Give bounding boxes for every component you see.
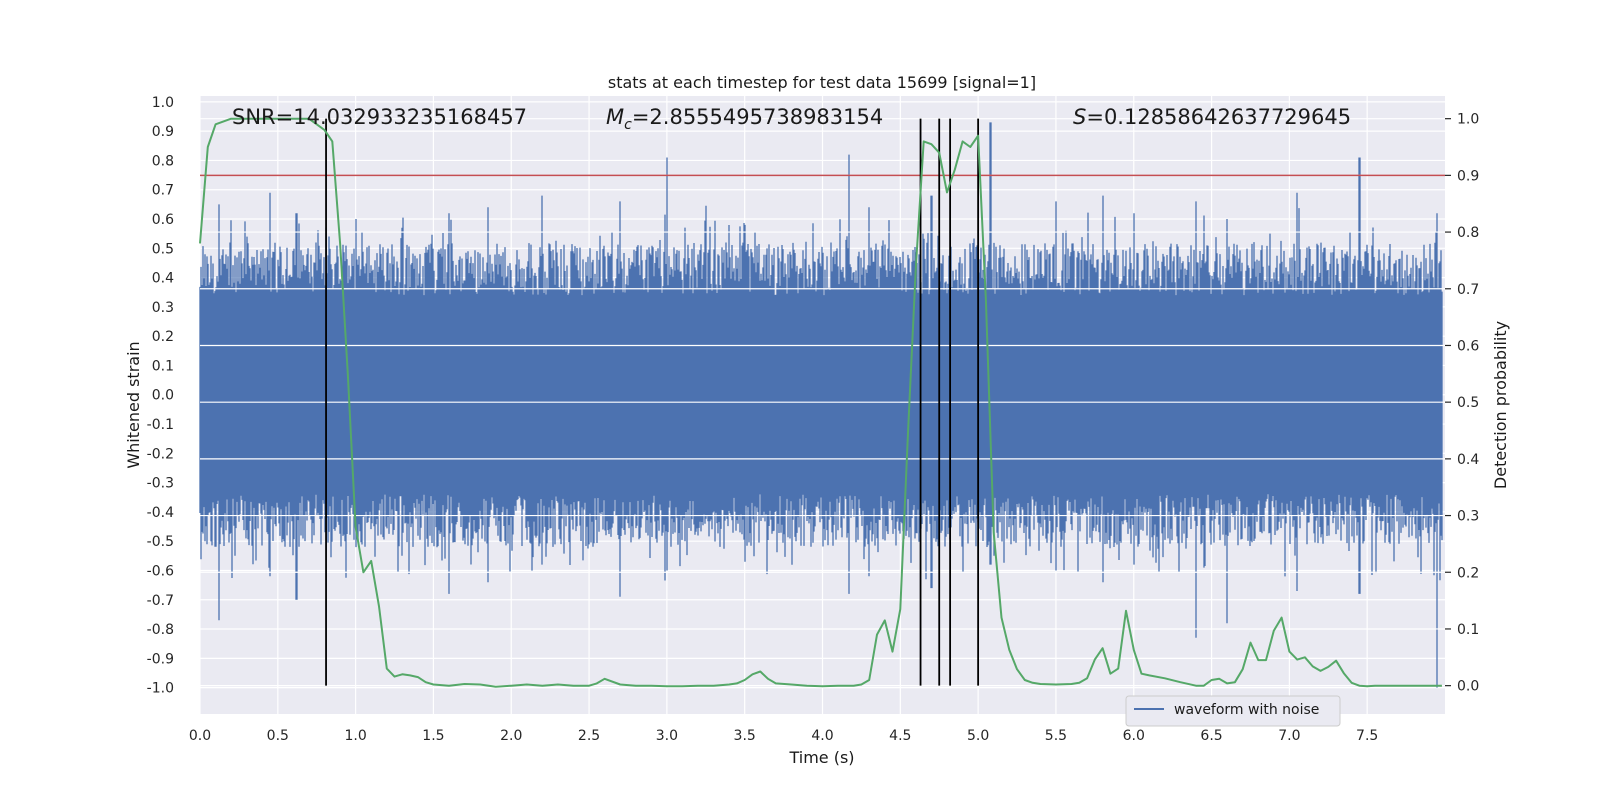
x-tick-label: 7.5 [1356,728,1378,744]
x-tick-label: 7.0 [1278,728,1300,744]
x-axis-label: Time (s) [788,748,854,767]
y-right-tick-label: 0.7 [1457,282,1479,298]
waveform-core-band [200,312,1442,483]
y-left-tick-label: -0.8 [147,622,174,638]
y-left-tick-label: 0.2 [152,329,174,345]
x-axis-ticks: 0.0 0.5 1.0 1.5 2.0 2.5 3.0 3.5 4.0 4.5 5.0 5.5 6.0 6… [189,728,1378,744]
chart-title: stats at each timestep for test data 156… [608,73,1036,92]
y-right-tick-label: 0.1 [1457,622,1479,638]
x-tick-label: 2.5 [578,728,600,744]
y-right-tick-label: 0.8 [1457,225,1479,241]
y-right-tick-label: 0.4 [1457,452,1479,468]
chirp-mass-value: =2.8555495738983154 [632,105,883,129]
s-value: =0.12858642637729645 [1086,105,1351,129]
x-tick-label: 6.5 [1200,728,1222,744]
y-right-tick-label: 0.3 [1457,509,1479,525]
y-left-tick-label: 0.3 [152,300,174,316]
y-right-tick-label: 0.6 [1457,338,1479,354]
waveform-series [199,122,1443,688]
probability-line [199,117,1442,688]
probability-series [199,117,1442,688]
x-tick-label: 5.0 [967,728,989,744]
x-tick-label: 6.0 [1123,728,1145,744]
chirp-mass-symbol: M [606,105,624,129]
y-left-tick-label: 1.0 [152,95,174,111]
y-left-tick-label: -0.2 [147,446,174,462]
y-right-tick-label: 0.5 [1457,395,1479,411]
y-left-tick-label: -0.7 [147,593,174,609]
x-tick-label: 3.5 [734,728,756,744]
x-tick-label: 4.0 [811,728,833,744]
chirp-mass-annotation: Mc=2.8555495738983154 [606,105,883,133]
s-annotation: S=0.12858642637729645 [1073,105,1351,129]
y-right-tick-label: 0.9 [1457,168,1479,184]
x-tick-label: 1.0 [344,728,366,744]
x-tick-label: 5.5 [1045,728,1067,744]
y-left-tick-label: -0.3 [147,476,174,492]
y-axis-left-label: Whitened strain [124,341,143,468]
y-left-tick-label: -0.4 [147,505,174,521]
y-left-tick-label: -0.9 [147,651,174,667]
y-right-tick-label: 0.2 [1457,565,1479,581]
y-left-tick-label: 0.4 [152,271,174,287]
legend: waveform with noise [1125,695,1341,727]
legend-label: waveform with noise [1174,702,1319,718]
x-tick-label: 0.5 [267,728,289,744]
s-symbol: S [1073,105,1086,129]
x-tick-label: 3.0 [656,728,678,744]
legend-box [1125,695,1341,727]
x-tick-label: 1.5 [422,728,444,744]
y-left-tick-label: -0.1 [147,417,174,433]
y-right-tick-label: 0.0 [1457,679,1479,695]
y-left-tick-label: -1.0 [147,681,174,697]
y-left-tick-label: 0.1 [152,358,174,374]
y-left-tick-label: 0.9 [152,124,174,140]
y-left-tick-label: 0.5 [152,241,174,257]
x-tick-label: 4.5 [889,728,911,744]
y-right-tick-label: 1.0 [1457,112,1479,128]
y-axis-left-ticks: 1.0 0.9 0.8 0.7 0.6 0.5 0.4 0.3 0.2 0.1 0.0 -0.1 -0.… [147,95,174,697]
chirp-mass-subscript: c [624,117,632,133]
x-tick-label: 0.0 [189,728,211,744]
y-left-tick-label: 0.7 [152,183,174,199]
snr-annotation: SNR=14.032933235168457 [232,105,527,129]
y-left-tick-label: 0.0 [152,388,174,404]
event-lines [325,118,980,686]
y-axis-right-ticks: 0.0 0.1 0.2 0.3 0.4 0.5 0.6 0.7 0.8 0.9 1.0 [1445,112,1479,695]
y-left-tick-label: -0.6 [147,563,174,579]
y-left-tick-label: 0.8 [152,153,174,169]
y-left-tick-label: 0.6 [152,212,174,228]
y-axis-right-label: Detection probability [1491,321,1510,489]
x-tick-label: 2.0 [500,728,522,744]
y-left-tick-label: -0.5 [147,534,174,550]
